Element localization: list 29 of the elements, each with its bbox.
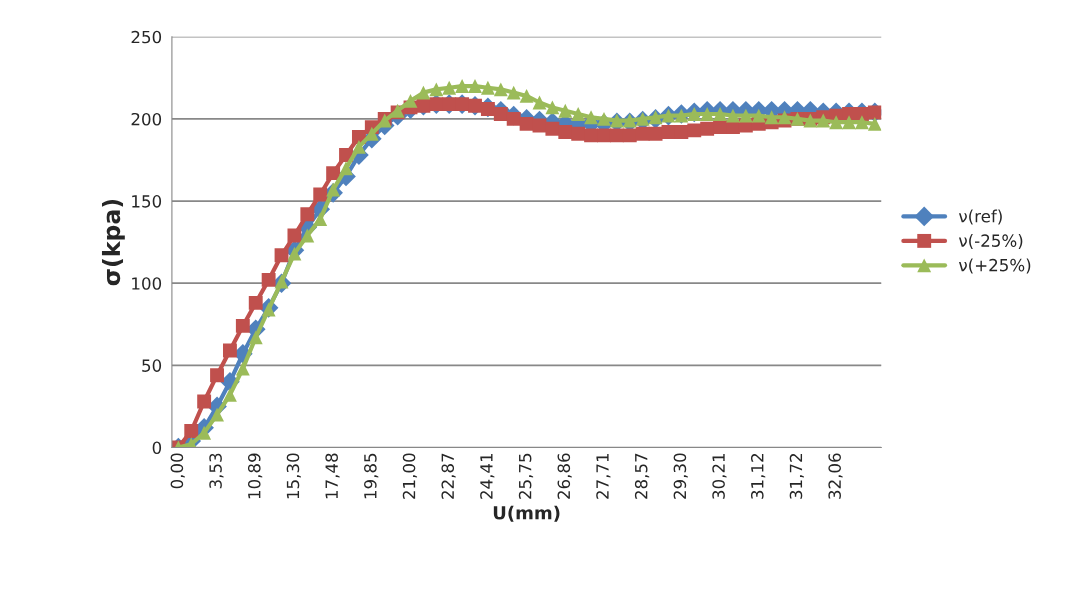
x-tick-label: 32,06	[828, 453, 843, 499]
y-tick-label: 100	[132, 277, 162, 290]
y-tick-label: 250	[131, 30, 162, 44]
y-tick-label: 0	[152, 441, 162, 455]
x-axis-title: U(mm)	[493, 505, 560, 522]
y-axis-title: σ(kpa)	[101, 199, 125, 286]
x-tick-label: 25,75	[518, 453, 534, 499]
legend-label: ν(+25%)	[958, 258, 1031, 274]
x-tick-label: 26,86	[557, 453, 572, 499]
x-tick-label: 3,53	[209, 453, 224, 489]
x-tick-label: 28,57	[634, 453, 650, 499]
x-tick-label: 15,30	[286, 453, 301, 499]
legend-label: ν(-25%)	[958, 234, 1023, 249]
x-tick-label: 22,87	[441, 453, 456, 499]
x-tick-label: 30,21	[712, 453, 727, 499]
x-tick-label: 0,00	[170, 453, 185, 489]
x-tick-label: 31,72	[789, 454, 804, 499]
y-tick-label: 150	[132, 195, 162, 208]
y-tick-label: 200	[131, 112, 162, 126]
x-tick-label: 19,85	[364, 453, 379, 499]
x-tick-label: 10,89	[247, 453, 263, 499]
x-tick-label: 29,30	[673, 453, 688, 499]
x-tick-label: 31,12	[750, 454, 766, 499]
x-tick-label: 27,71	[596, 453, 611, 499]
x-tick-label: 21,00	[402, 453, 418, 499]
x-tick-label: 24,41	[480, 453, 495, 499]
y-tick-label: 50	[142, 359, 162, 372]
x-tick-label: 17,48	[325, 453, 340, 499]
legend-label: ν(ref)	[958, 209, 1002, 225]
